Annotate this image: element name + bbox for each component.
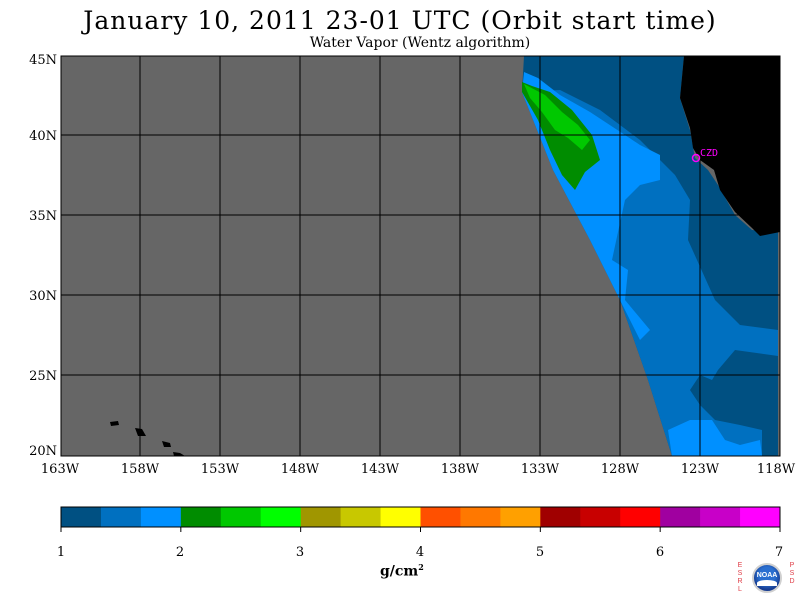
colorbar-tick-3: 3 [295,545,305,560]
lat-label-20n: 20N [29,444,57,459]
island-hawaii [173,452,185,456]
lon-label-118w: 118W [756,462,796,477]
colorbar-swatch [420,507,461,527]
lon-label-138w: 138W [440,462,480,477]
lon-label-133w: 133W [520,462,560,477]
lon-label-128w: 128W [600,462,640,477]
colorbar-swatch [500,507,541,527]
island-kauai [110,421,119,426]
colorbar-swatch [300,507,342,527]
colorbar-swatch [340,507,382,527]
colorbar-swatch [580,507,621,527]
map-frame [60,55,781,457]
colorbar-tick-1: 1 [56,545,66,560]
colorbar-swatch [540,507,581,527]
lon-label-153w: 153W [200,462,240,477]
colorbar-swatch [61,507,102,527]
colorbar-swatch [460,507,501,527]
colorbar-swatch [180,507,222,527]
lat-label-30n: 30N [29,289,57,304]
swath-light-blue-south [668,420,762,456]
colorbar-swatch [140,507,182,527]
map-subtitle: Water Vapor (Wentz algorithm) [309,35,531,51]
lon-label-123w: 123W [680,462,720,477]
colorbar-swatch [740,507,781,527]
lon-label-163w: 163W [40,462,80,477]
lat-label-25n: 25N [29,369,57,384]
lon-label-148w: 148W [280,462,320,477]
lat-label-35n: 35N [29,209,57,224]
colorbar-tick-7: 7 [774,545,784,560]
station-label: CZD [700,148,718,159]
colorbar-tick-5: 5 [535,545,545,560]
colorbar-swatch [260,507,302,527]
colorbar-swatch [620,507,661,527]
station-marker [691,153,701,163]
colorbar [60,506,781,532]
lat-label-45n: 45N [29,53,57,68]
colorbar-swatch [100,507,142,527]
lon-label-143w: 143W [360,462,400,477]
colorbar-swatch [380,507,421,527]
colorbar-swatch [220,507,262,527]
lat-label-40n: 40N [29,129,57,144]
colorbar-swatch [700,507,741,527]
map-title: January 10, 2011 23-01 UTC (Orbit start … [83,6,717,35]
colorbar-tick-6: 6 [655,545,665,560]
grid-lines [61,56,780,456]
noaa-emblem: NOAA [752,563,782,593]
colorbar-tick-2: 2 [175,545,185,560]
colorbar-swatch [660,507,701,527]
land-coast [680,56,780,236]
colorbar-tick-4: 4 [415,545,425,560]
colorbar-unit: g/cm2 [380,562,424,580]
island-maui [162,441,171,447]
lon-label-158w: 158W [120,462,160,477]
